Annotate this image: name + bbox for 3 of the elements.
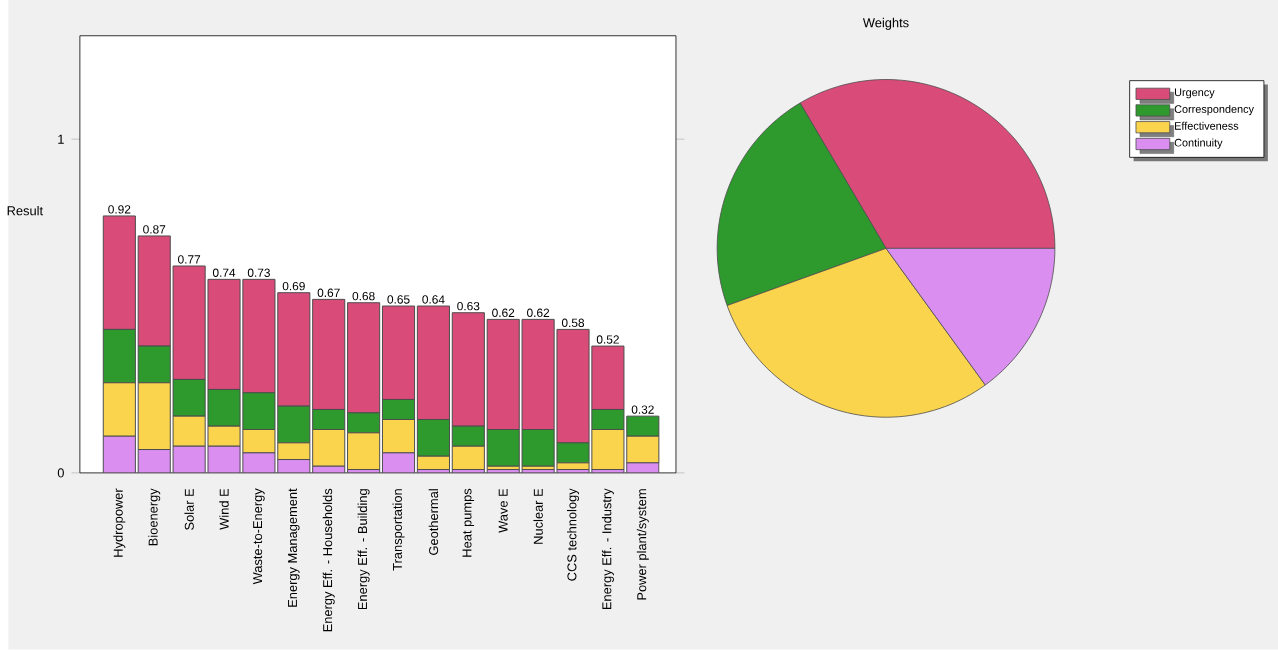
bar <box>173 446 206 474</box>
bar <box>103 436 136 474</box>
bar <box>138 449 171 474</box>
